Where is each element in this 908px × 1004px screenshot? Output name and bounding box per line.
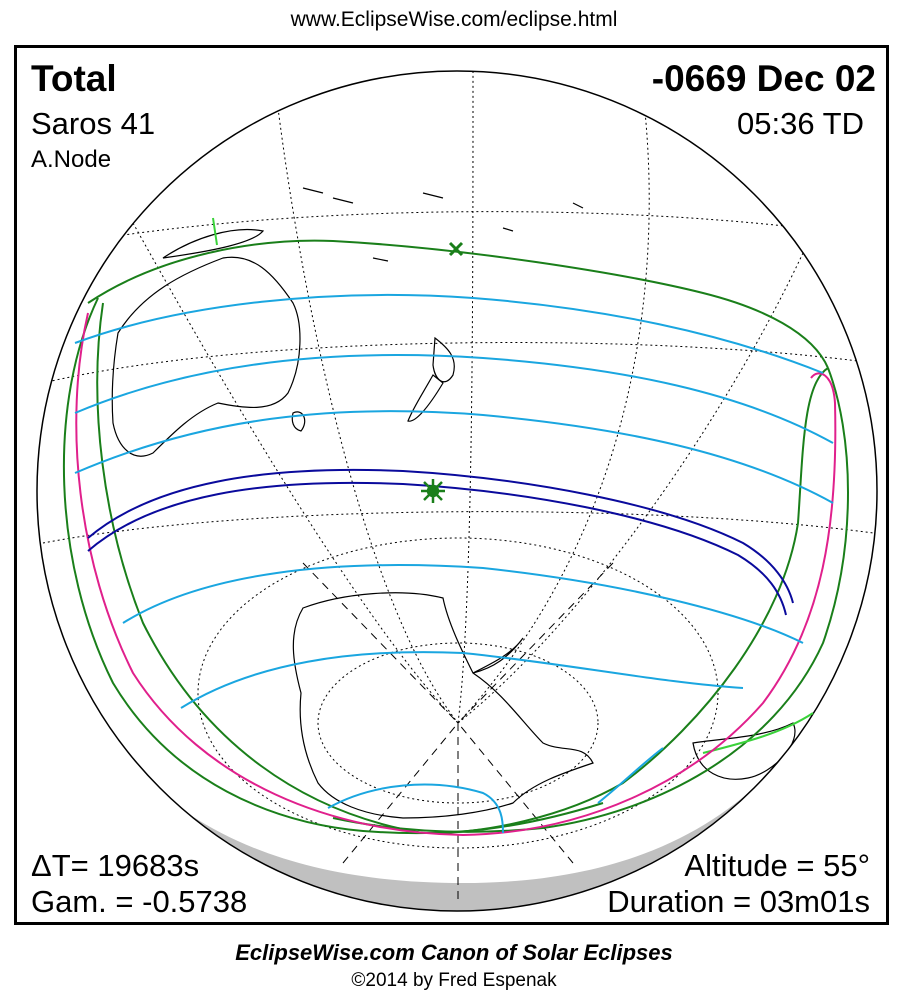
- penumbral-limits: [62, 217, 849, 835]
- eclipse-map-frame: Total -0669 Dec 02 Saros 41 05:36 TD A.N…: [14, 45, 889, 925]
- antarctic-peninsula: [472, 637, 524, 674]
- eclipse-type: Total: [31, 58, 117, 99]
- antarctica-coast: [292, 592, 594, 819]
- northern-penumbral-limit: [87, 239, 829, 369]
- website-url[interactable]: www.EclipseWise.com/eclipse.html: [290, 8, 618, 31]
- dashed-meridians: [302, 562, 614, 903]
- delta-t: ΔT= 19683s: [31, 848, 200, 883]
- tasmania-coast: [291, 411, 306, 432]
- gamma-value: Gam. = -0.5738: [31, 884, 248, 919]
- duration-value: Duration = 03m01s: [607, 884, 870, 919]
- sunset-tick: [702, 712, 814, 754]
- partial-contours: [74, 294, 834, 834]
- greenland-tick: [212, 217, 218, 246]
- greatest-eclipse-star: [421, 479, 445, 503]
- new-guinea-coast: [162, 228, 265, 259]
- inner-western-curve: [96, 302, 424, 834]
- pacific-islands: [302, 187, 584, 262]
- graticule: [42, 71, 874, 849]
- eclipse-time: 05:36 TD: [737, 106, 864, 141]
- orthographic-globe-map: [36, 70, 878, 912]
- saros-number: Saros 41: [31, 106, 156, 141]
- footer-copyright: ©2014 by Fred Espenak: [351, 970, 557, 991]
- rise-set-curve: [75, 312, 837, 837]
- australia-coast: [111, 256, 301, 457]
- globe-outline: [36, 70, 878, 912]
- eclipse-date: -0669 Dec 02: [651, 58, 876, 99]
- inner-eastern-curve: [432, 367, 829, 834]
- node-label: A.Node: [31, 146, 112, 173]
- sub-solar-x-marker: [448, 241, 464, 257]
- footer-title: EclipseWise.com Canon of Solar Eclipses: [235, 940, 673, 965]
- totality-path: [87, 468, 794, 616]
- totality-southern-limit: [87, 481, 787, 616]
- totality-northern-limit: [87, 468, 794, 604]
- nz-north-island: [432, 336, 455, 383]
- altitude-value: Altitude = 55°: [684, 848, 870, 883]
- nz-south-island: [407, 374, 444, 422]
- coastlines: [111, 187, 796, 819]
